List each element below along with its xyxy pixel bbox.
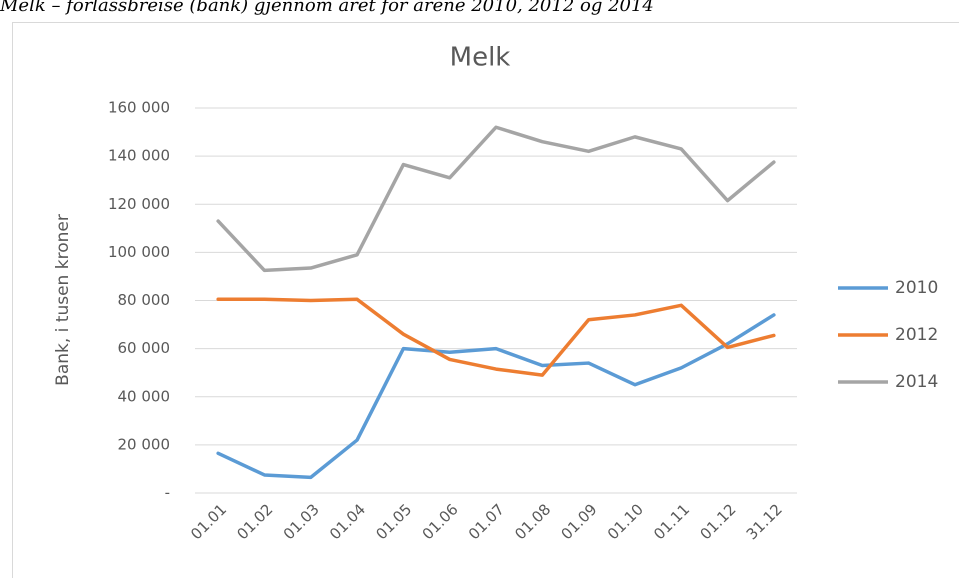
legend-label: 2010 xyxy=(895,278,938,298)
y-tick-label: 20 000 xyxy=(118,435,171,453)
x-tick-label: 01.04 xyxy=(326,500,369,543)
y-tick-label: 160 000 xyxy=(108,99,170,117)
legend-label: 2014 xyxy=(895,372,938,392)
x-tick-label: 31.12 xyxy=(743,500,786,543)
caption: Melk – forlassbreise (bank) gjennom året… xyxy=(0,0,654,16)
y-tick-label: 100 000 xyxy=(108,243,170,261)
x-tick-label: 01.06 xyxy=(419,500,462,543)
y-tick-label: 120 000 xyxy=(108,195,170,213)
x-tick-label: 01.03 xyxy=(280,500,323,543)
x-tick-label: 01.08 xyxy=(511,500,554,543)
y-tick-label: 40 000 xyxy=(118,387,171,405)
x-tick-label: 01.01 xyxy=(187,500,230,543)
chart-title: Melk xyxy=(450,43,511,73)
x-tick-label: 01.07 xyxy=(465,500,508,543)
y-axis-label: Bank, i tusen kroner xyxy=(53,214,73,386)
y-tick-label: 60 000 xyxy=(118,339,171,357)
legend-label: 2012 xyxy=(895,325,938,345)
x-tick-label: 01.10 xyxy=(604,500,647,543)
x-tick-label: 01.11 xyxy=(650,500,693,543)
series-line xyxy=(218,127,774,270)
x-tick-label: 01.12 xyxy=(696,500,739,543)
x-tick-label: 01.02 xyxy=(233,500,276,543)
y-tick-label: 140 000 xyxy=(108,147,170,165)
y-tick-label: 80 000 xyxy=(118,291,171,309)
x-tick-label: 01.09 xyxy=(558,500,601,543)
series-line xyxy=(218,315,774,477)
y-tick-label: - xyxy=(165,484,170,502)
x-tick-label: 01.05 xyxy=(372,500,415,543)
